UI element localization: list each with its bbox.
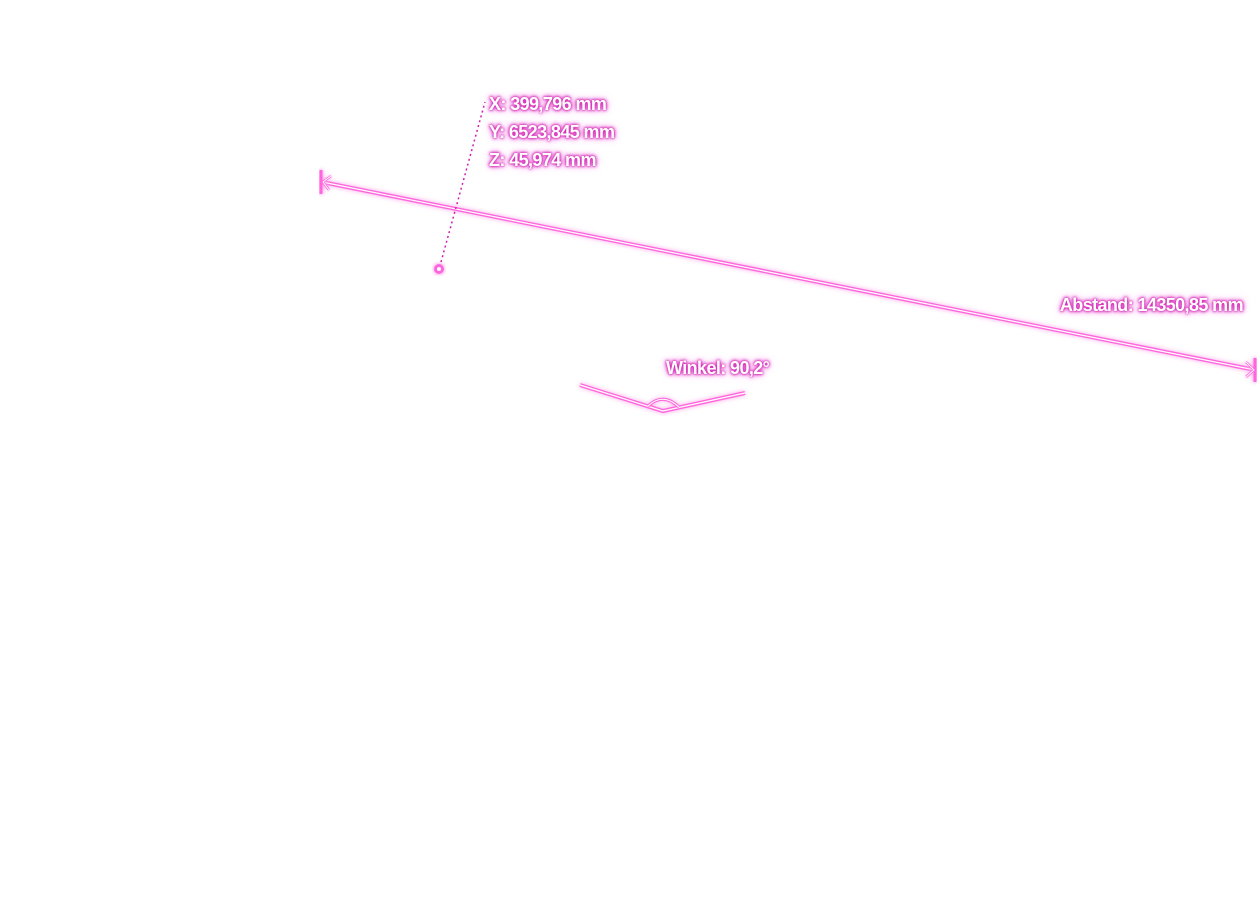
distance-end-arrow-icon[interactable] xyxy=(1245,358,1257,382)
angle-marker[interactable] xyxy=(579,383,746,414)
x-coordinate: X: 399,796 mm xyxy=(489,94,607,114)
distance-label: Abstand: 14350,85 mm xyxy=(1059,295,1244,315)
distance-start-arrow-icon[interactable] xyxy=(319,170,332,194)
point-coordinates-label: X: 399,796 mm Y: 6523,845 mm Z: 45,974 m… xyxy=(489,90,615,174)
z-coordinate: Z: 45,974 mm xyxy=(489,150,596,170)
y-coordinate: Y: 6523,845 mm xyxy=(489,122,615,142)
point-leader-line xyxy=(440,101,486,263)
measured-point-marker[interactable] xyxy=(434,264,444,274)
angle-label: Winkel: 90,2° xyxy=(666,358,770,378)
distance-line[interactable] xyxy=(321,180,1256,372)
